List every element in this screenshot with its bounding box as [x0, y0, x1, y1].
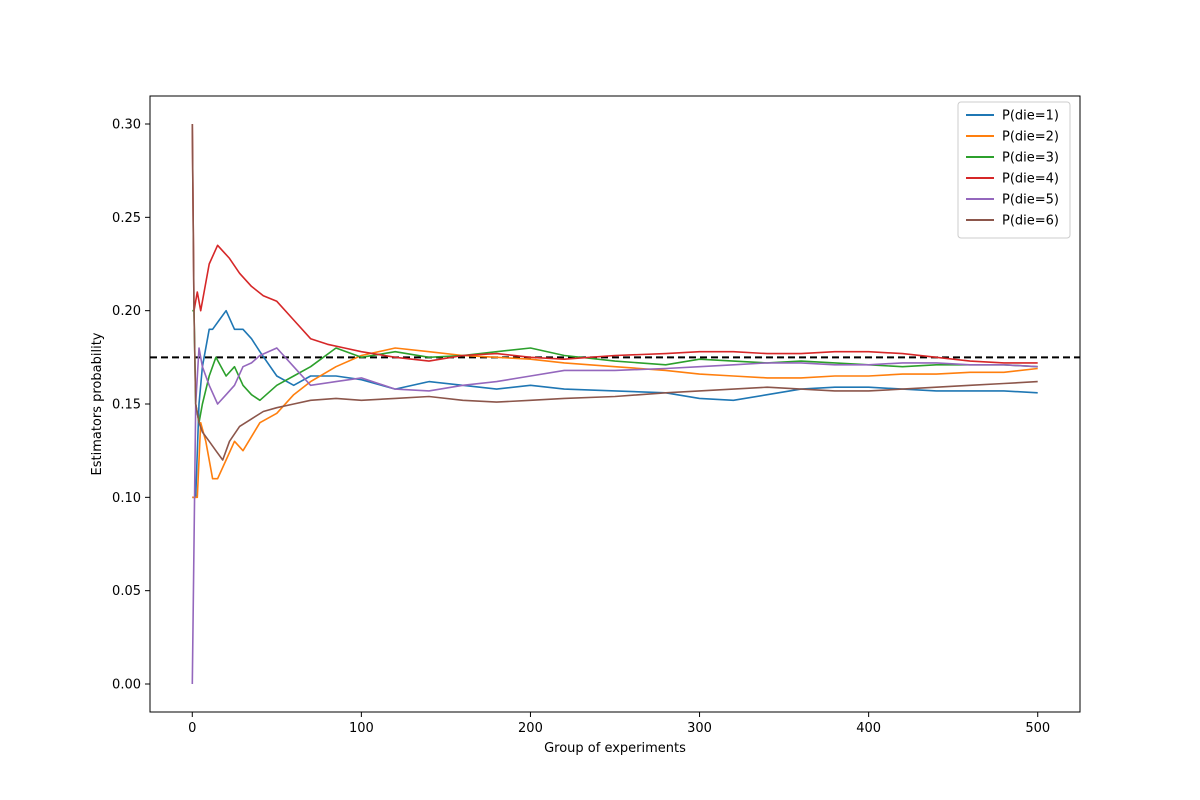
series-line-1 [192, 309, 1038, 499]
x-tick-label: 300 [687, 721, 712, 736]
legend-label: P(die=5) [1002, 193, 1059, 208]
legend-label: P(die=6) [1002, 214, 1059, 229]
series-line-5 [191, 347, 1038, 685]
x-tick-label: 400 [856, 721, 881, 736]
plot-frame [149, 95, 1081, 713]
series-line-3 [192, 309, 1038, 424]
series-line-2 [192, 347, 1038, 499]
x-tick-label: 100 [349, 721, 374, 736]
legend-label: P(die=4) [1002, 172, 1059, 187]
series-line-6 [191, 123, 1038, 461]
y-tick-label: 0.10 [112, 491, 141, 506]
y-axis-label: Estimators probability [90, 332, 105, 475]
x-tick-label: 500 [1025, 721, 1050, 736]
x-axis-label: Group of experiments [544, 741, 686, 756]
y-tick-label: 0.15 [112, 398, 141, 413]
y-tick-label: 0.05 [112, 584, 141, 599]
y-tick-label: 0.00 [112, 678, 141, 693]
legend-label: P(die=1) [1002, 109, 1059, 124]
x-tick-label: 0 [188, 721, 196, 736]
legend-label: P(die=3) [1002, 151, 1059, 166]
y-tick-label: 0.30 [112, 118, 141, 133]
y-tick-label: 0.25 [112, 211, 141, 226]
legend-label: P(die=2) [1002, 130, 1059, 145]
series-line-4 [191, 123, 1038, 364]
x-tick-label: 200 [518, 721, 543, 736]
y-tick-label: 0.20 [112, 304, 141, 319]
